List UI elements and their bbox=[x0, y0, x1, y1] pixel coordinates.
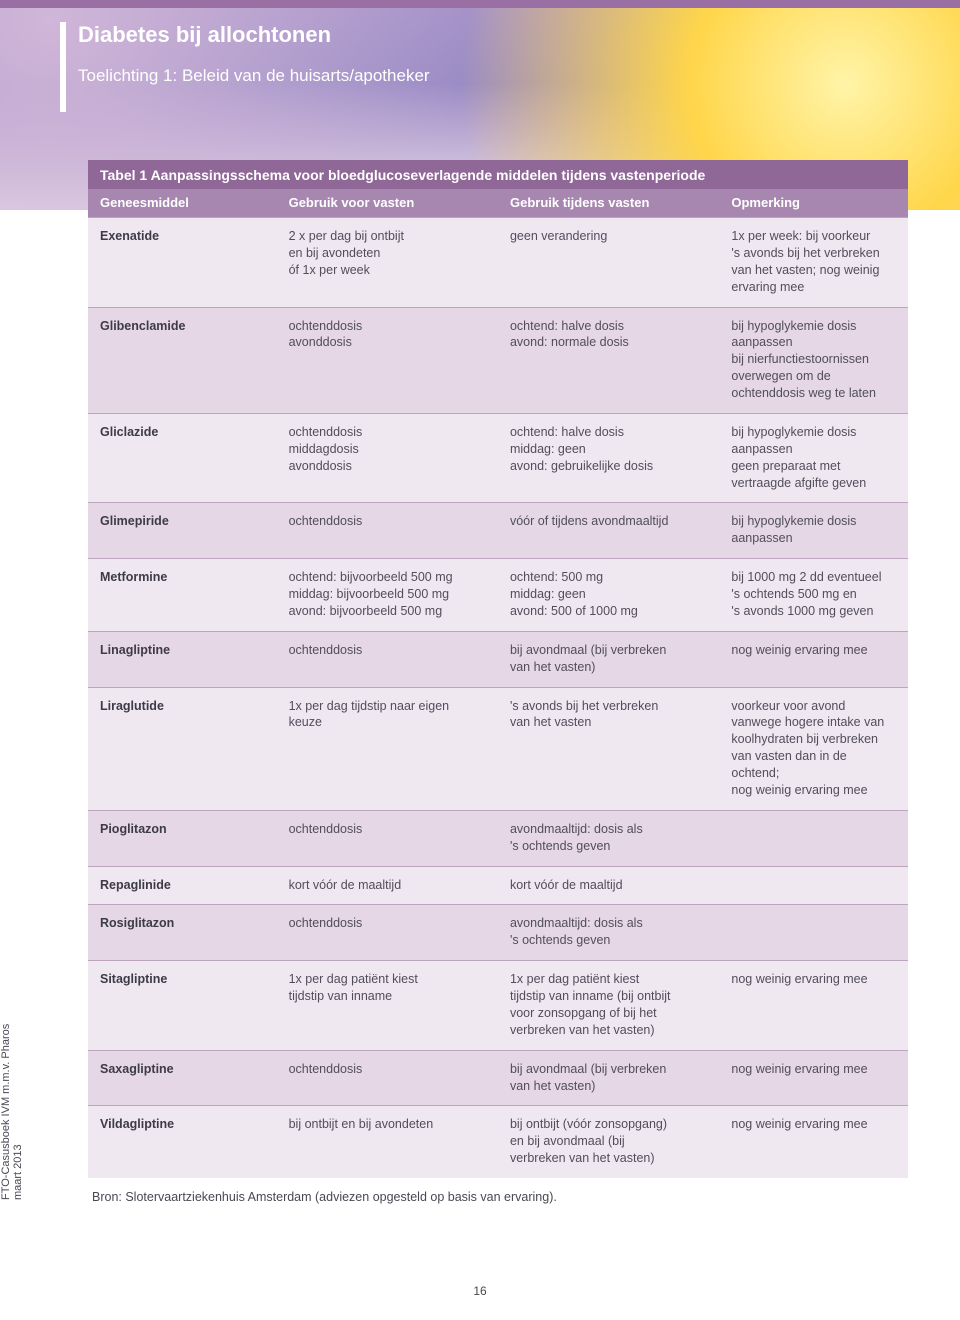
table-cell: ochtenddosis bbox=[277, 811, 498, 866]
table-cell: ochtend: halve dosis avond: normale dosi… bbox=[498, 308, 719, 413]
table-cell: ochtenddosis middagdosis avonddosis bbox=[277, 414, 498, 503]
table-row: Pioglitazonochtenddosisavondmaaltijd: do… bbox=[88, 810, 908, 866]
table-row: Glimepirideochtenddosisvóór of tijdens a… bbox=[88, 502, 908, 558]
table-cell: bij 1000 mg 2 dd eventueel 's ochtends 5… bbox=[719, 559, 908, 631]
table-cell: ochtend: halve dosis middag: geen avond:… bbox=[498, 414, 719, 503]
table-row: Glibenclamideochtenddosis avonddosisocht… bbox=[88, 307, 908, 413]
table-cell: Metformine bbox=[88, 559, 277, 631]
content-area: Tabel 1 Aanpassingsschema voor bloedgluc… bbox=[88, 160, 908, 1204]
table-cell bbox=[719, 867, 908, 905]
table-row: Exenatide2 x per dag bij ontbijt en bij … bbox=[88, 217, 908, 307]
table-caption: Tabel 1 Aanpassingsschema voor bloedgluc… bbox=[88, 160, 908, 189]
table-cell: bij ontbijt (vóór zonsopgang) en bij avo… bbox=[498, 1106, 719, 1178]
column-header: Gebruik tijdens vasten bbox=[498, 189, 719, 217]
side-footer-text: FTO-Casusboek IVM m.m.v. Pharos maart 20… bbox=[0, 1024, 24, 1200]
page-number: 16 bbox=[0, 1284, 960, 1298]
page-title: Diabetes bij allochtonen bbox=[78, 22, 430, 48]
table-row: Metformineochtend: bijvoorbeeld 500 mg m… bbox=[88, 558, 908, 631]
column-header: Geneesmiddel bbox=[88, 189, 277, 217]
table-row: Liraglutide1x per dag tijdstip naar eige… bbox=[88, 687, 908, 810]
table-cell: bij avondmaal (bij verbreken van het vas… bbox=[498, 1051, 719, 1106]
table-cell: ochtenddosis bbox=[277, 1051, 498, 1106]
table-cell: Gliclazide bbox=[88, 414, 277, 503]
table-cell: Glibenclamide bbox=[88, 308, 277, 413]
table-cell: 1x per dag patiënt kiest tijdstip van in… bbox=[277, 961, 498, 1050]
table-cell: bij hypoglykemie dosis aanpassen bbox=[719, 503, 908, 558]
table-cell: avondmaaltijd: dosis als 's ochtends gev… bbox=[498, 905, 719, 960]
table-cell: bij hypoglykemie dosis aanpassen bij nie… bbox=[719, 308, 908, 413]
table-cell: ochtend: bijvoorbeeld 500 mg middag: bij… bbox=[277, 559, 498, 631]
table-cell: 2 x per dag bij ontbijt en bij avondeten… bbox=[277, 218, 498, 307]
table-cell: voorkeur voor avond vanwege hogere intak… bbox=[719, 688, 908, 810]
table-cell: nog weinig ervaring mee bbox=[719, 1106, 908, 1178]
table-cell: 1x per dag patiënt kiest tijdstip van in… bbox=[498, 961, 719, 1050]
table-cell: Vildagliptine bbox=[88, 1106, 277, 1178]
table-cell: ochtenddosis bbox=[277, 905, 498, 960]
table-body: Exenatide2 x per dag bij ontbijt en bij … bbox=[88, 217, 908, 1178]
column-header: Opmerking bbox=[719, 189, 908, 217]
table-row: Rosiglitazonochtenddosisavondmaaltijd: d… bbox=[88, 904, 908, 960]
table-cell: 1x per week: bij voorkeur 's avonds bij … bbox=[719, 218, 908, 307]
table-cell: Sitagliptine bbox=[88, 961, 277, 1050]
table-cell: geen verandering bbox=[498, 218, 719, 307]
table-cell: ochtenddosis bbox=[277, 503, 498, 558]
table-cell bbox=[719, 905, 908, 960]
header-side-accent bbox=[60, 22, 66, 112]
table-cell: vóór of tijdens avondmaaltijd bbox=[498, 503, 719, 558]
table-cell: ochtenddosis avonddosis bbox=[277, 308, 498, 413]
table-cell: kort vóór de maaltijd bbox=[277, 867, 498, 905]
table-cell: Liraglutide bbox=[88, 688, 277, 810]
page-subtitle: Toelichting 1: Beleid van de huisarts/ap… bbox=[78, 66, 430, 86]
table-cell: bij avondmaal (bij verbreken van het vas… bbox=[498, 632, 719, 687]
top-accent-bar bbox=[0, 0, 960, 8]
table-cell: bij hypoglykemie dosis aanpassen geen pr… bbox=[719, 414, 908, 503]
table-cell: Repaglinide bbox=[88, 867, 277, 905]
table-cell: kort vóór de maaltijd bbox=[498, 867, 719, 905]
table-cell: nog weinig ervaring mee bbox=[719, 961, 908, 1050]
table-cell: Pioglitazon bbox=[88, 811, 277, 866]
table-source: Bron: Slotervaartziekenhuis Amsterdam (a… bbox=[88, 1178, 908, 1204]
table-cell: nog weinig ervaring mee bbox=[719, 632, 908, 687]
table-cell: Glimepiride bbox=[88, 503, 277, 558]
page-header: Diabetes bij allochtonen Toelichting 1: … bbox=[78, 22, 430, 86]
table-cell: bij ontbijt en bij avondeten bbox=[277, 1106, 498, 1178]
table-cell: avondmaaltijd: dosis als 's ochtends gev… bbox=[498, 811, 719, 866]
table-cell: 1x per dag tijdstip naar eigen keuze bbox=[277, 688, 498, 810]
table-row: Sitagliptine1x per dag patiënt kiest tij… bbox=[88, 960, 908, 1050]
table-header-row: Geneesmiddel Gebruik voor vasten Gebruik… bbox=[88, 189, 908, 217]
table-cell: Linagliptine bbox=[88, 632, 277, 687]
table-row: Linagliptineochtenddosisbij avondmaal (b… bbox=[88, 631, 908, 687]
table-cell: 's avonds bij het verbreken van het vast… bbox=[498, 688, 719, 810]
table-cell: Exenatide bbox=[88, 218, 277, 307]
table-row: Saxagliptineochtenddosisbij avondmaal (b… bbox=[88, 1050, 908, 1106]
table-cell: ochtenddosis bbox=[277, 632, 498, 687]
column-header: Gebruik voor vasten bbox=[277, 189, 498, 217]
table-cell: ochtend: 500 mg middag: geen avond: 500 … bbox=[498, 559, 719, 631]
table-cell: nog weinig ervaring mee bbox=[719, 1051, 908, 1106]
table-cell bbox=[719, 811, 908, 866]
table-cell: Rosiglitazon bbox=[88, 905, 277, 960]
table-row: Gliclazideochtenddosis middagdosis avond… bbox=[88, 413, 908, 503]
table-cell: Saxagliptine bbox=[88, 1051, 277, 1106]
table-row: Repaglinidekort vóór de maaltijdkort vóó… bbox=[88, 866, 908, 905]
table-row: Vildagliptinebij ontbijt en bij avondete… bbox=[88, 1105, 908, 1178]
